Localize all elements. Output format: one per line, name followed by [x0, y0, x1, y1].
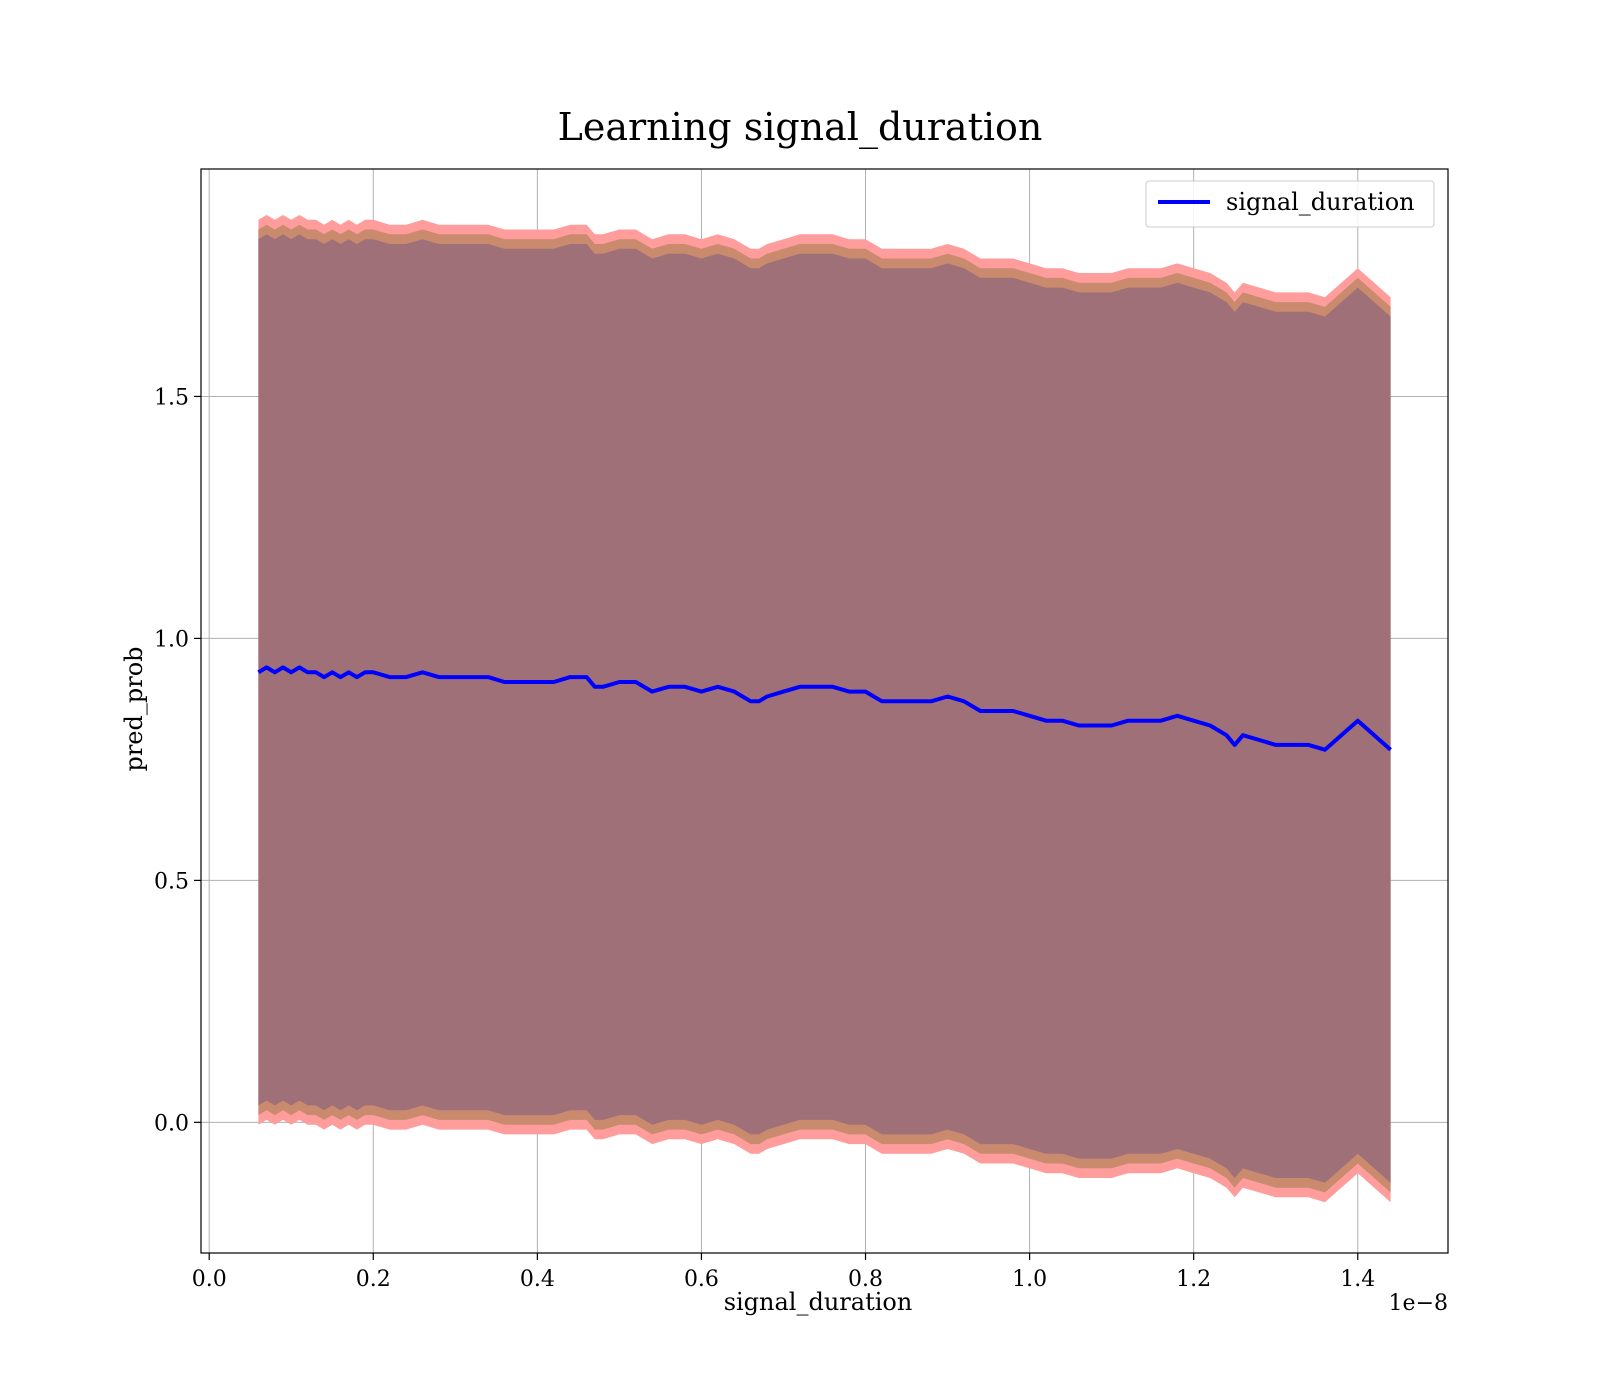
legend: signal_duration [1145, 180, 1435, 228]
y-axis-label: pred_prob [120, 646, 148, 771]
y-tick-label: 1.0 [154, 627, 189, 652]
x-axis-label: signal_duration [724, 1288, 913, 1316]
band_inner [258, 234, 1391, 1183]
line-layer [257, 665, 1392, 752]
band-layer [258, 215, 1391, 1203]
x-tick-label: 1.0 [1012, 1267, 1047, 1292]
x-tick-label: 0.2 [356, 1267, 391, 1292]
y-tick-label: 0.0 [154, 1111, 189, 1136]
x-offset-label: 1e−8 [1389, 1291, 1448, 1316]
x-tick-label: 1.4 [1340, 1267, 1375, 1292]
x-tick-label: 0.8 [848, 1267, 883, 1292]
legend-box [1145, 180, 1435, 228]
y-tick-label: 1.5 [154, 385, 189, 410]
legend-entry-signal-duration: signal_duration [1226, 188, 1415, 216]
x-tick-label: 0.0 [192, 1267, 227, 1292]
plot-frame [200, 168, 1449, 1254]
y-tick-label: 0.5 [154, 869, 189, 894]
chart-title: Learning signal_duration [558, 105, 1043, 150]
series-line-signal-duration [257, 665, 1392, 752]
x-tick-label: 0.6 [684, 1267, 719, 1292]
x-tick-label: 1.2 [1176, 1267, 1211, 1292]
x-tick-label: 0.4 [520, 1267, 555, 1292]
tick-layer: 0.0 0.2 0.4 0.6 0.8 1.0 1.2 1.4 0.0 0.5 1.0 1.5 [154, 385, 1375, 1292]
